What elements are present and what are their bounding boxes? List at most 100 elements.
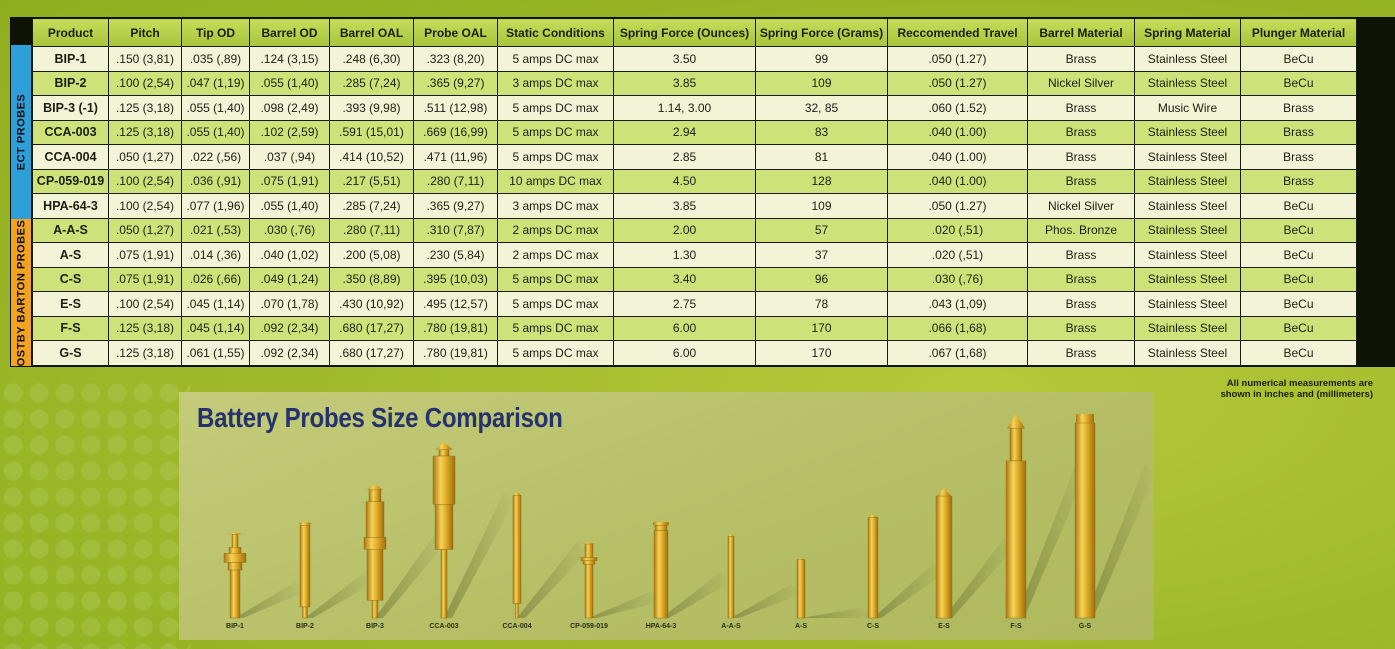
probe-a-s: A-S	[795, 558, 871, 630]
table-cell: BeCu	[1240, 46, 1357, 72]
table-cell: Brass	[1027, 119, 1135, 145]
table-cell: .414 (10,52)	[329, 144, 414, 170]
table-cell: .471 (11,96)	[413, 144, 498, 170]
group-label-ect: ECT PROBES	[15, 93, 28, 171]
table-cell: BeCu	[1240, 340, 1357, 366]
table-cell: .026 (,66)	[181, 266, 250, 292]
table-cell: Stainless Steel	[1134, 291, 1241, 317]
product-name-cell: CCA-004	[32, 144, 109, 170]
probe-tip	[937, 488, 951, 497]
probe-shadow	[235, 582, 305, 618]
table-cell: .395 (10,03)	[413, 266, 498, 292]
probe-tip	[367, 484, 383, 490]
table-cell: .669 (16,99)	[413, 119, 498, 145]
probe-body-segment	[515, 603, 519, 619]
probe-tip	[1007, 414, 1025, 429]
probe-shadow	[589, 592, 659, 618]
measurement-note-line2: shown in inches and (millimeters)	[1220, 389, 1373, 400]
size-comparison-panel: Battery Probes Size Comparison BIP-1 BIP-…	[179, 392, 1154, 640]
table-cell: .050 (1,27)	[108, 144, 182, 170]
table-cell: .075 (1,91)	[249, 168, 330, 194]
probe-cp-059-019: CP-059-019	[570, 542, 659, 630]
table-cell: BeCu	[1240, 291, 1357, 317]
probe-bip-2: BIP-2	[296, 522, 375, 630]
table-cell: Brass	[1240, 119, 1357, 145]
table-cell: 1.14, 3.00	[613, 95, 756, 121]
group-band-ect-probes: ECT PROBES	[11, 45, 31, 219]
table-cell: .125 (3,18)	[108, 119, 182, 145]
table-cell: .020 (,51)	[887, 242, 1028, 268]
probe-head	[653, 522, 669, 526]
measurement-note: All numerical measurements are shown in …	[1133, 378, 1373, 400]
product-name-cell: F-S	[32, 315, 109, 341]
table-cell: .680 (17,27)	[329, 315, 414, 341]
probe-body-segment	[432, 455, 456, 505]
table-cell: 3.85	[613, 193, 756, 219]
table-cell: 2.85	[613, 144, 756, 170]
column-header-product: Product	[32, 18, 109, 47]
table-cell: BeCu	[1240, 315, 1357, 341]
table-cell: Stainless Steel	[1134, 46, 1241, 72]
table-cell: 5 amps DC max	[497, 95, 614, 121]
table-cell: .285 (7,24)	[329, 193, 414, 219]
probe-body-segment	[653, 530, 669, 619]
table-cell: 5 amps DC max	[497, 315, 614, 341]
probe-tip	[228, 532, 242, 535]
table-cell: 83	[755, 119, 888, 145]
probe-body-segment	[223, 553, 247, 563]
table-cell: 3.50	[613, 46, 756, 72]
table-cell: .045 (1,14)	[181, 315, 250, 341]
table-cell: .050 (1,27)	[108, 217, 182, 243]
probe-tip	[797, 558, 805, 560]
background-dot-pattern	[0, 380, 190, 649]
table-cell: .040 (1,02)	[249, 242, 330, 268]
probe-label: A-S	[795, 623, 807, 630]
probe-illustrations: BIP-1 BIP-2 BIP-3 CCA-003 CCA-004 CP-059-019 H…	[223, 414, 1154, 630]
probe-body-segment	[1074, 422, 1096, 619]
probe-body-segment	[582, 560, 596, 565]
table-cell: .100 (2,54)	[108, 193, 182, 219]
table-cell: .045 (1,14)	[181, 291, 250, 317]
probe-bip-1: BIP-1	[223, 532, 305, 630]
probe-head	[1076, 414, 1094, 424]
probe-shadow	[944, 538, 1014, 618]
column-header-probe-oal: Probe OAL	[413, 18, 498, 47]
table-cell: Music Wire	[1134, 95, 1241, 121]
probe-shadow	[1085, 464, 1154, 618]
product-name-cell: G-S	[32, 340, 109, 366]
probe-body-segment	[584, 543, 594, 558]
table-cell: 4.50	[613, 168, 756, 194]
table-cell: Brass	[1027, 144, 1135, 170]
probe-label: HPA-64-3	[646, 623, 677, 630]
table-cell: .075 (1,91)	[108, 242, 182, 268]
probe-body-segment	[867, 517, 879, 619]
probe-label: E-S	[938, 623, 950, 630]
table-cell: .049 (1,24)	[249, 266, 330, 292]
table-cell: 10 amps DC max	[497, 168, 614, 194]
table-cell: .055 (1,40)	[181, 119, 250, 145]
table-cell: .365 (9,27)	[413, 193, 498, 219]
product-name-cell: BIP-3 (-1)	[32, 95, 109, 121]
table-cell: Stainless Steel	[1134, 242, 1241, 268]
probe-shadow	[517, 542, 587, 618]
table-cell: .067 (1,68)	[887, 340, 1028, 366]
table-cell: .125 (3,18)	[108, 340, 182, 366]
table-cell: .020 (,51)	[887, 217, 1028, 243]
table-cell: Brass	[1027, 315, 1135, 341]
column-header-tip-od: Tip OD	[181, 18, 250, 47]
table-cell: .125 (3,18)	[108, 95, 182, 121]
probe-label: CCA-003	[429, 623, 458, 630]
table-cell: Stainless Steel	[1134, 315, 1241, 341]
table-cell: .393 (9,98)	[329, 95, 414, 121]
product-name-cell: CP-059-019	[32, 168, 109, 194]
table-cell: Stainless Steel	[1134, 340, 1241, 366]
product-name-cell: CCA-003	[32, 119, 109, 145]
table-row: F-S .125 (3,18) .045 (1,14) .092 (2,34) .680…	[32, 315, 1357, 341]
product-name-cell: BIP-1	[32, 46, 109, 72]
table-cell: .217 (5,51)	[329, 168, 414, 194]
probe-body-segment	[368, 489, 382, 502]
probe-bip-3: BIP-3	[363, 484, 445, 630]
table-cell: 109	[755, 70, 888, 96]
table-cell: .060 (1.52)	[887, 95, 1028, 121]
table-cell: .365 (9,27)	[413, 70, 498, 96]
